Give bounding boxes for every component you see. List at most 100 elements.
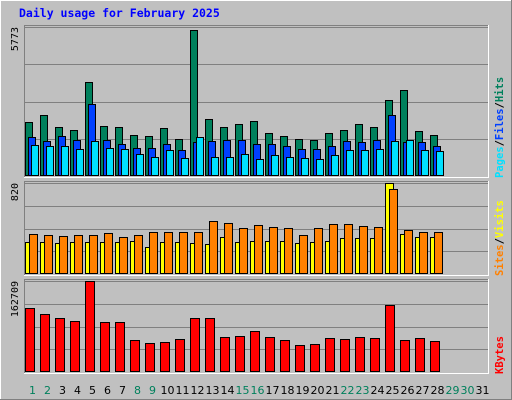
bar-sites-day-18 [284,228,293,274]
bar-sites-day-3 [59,236,68,274]
day-label-18: 18 [281,384,295,397]
bar-kbytes-day-15 [235,336,245,372]
day-label-15: 15 [236,384,250,397]
bar-sites-day-20 [314,228,323,274]
bar-pages-day-18 [286,157,294,176]
bar-pages-day-17 [271,155,279,176]
bar-sites-day-7 [119,237,128,274]
legend-kbytes: KBytes [494,336,506,374]
bar-pages-day-27 [421,150,429,176]
bar-pages-day-14 [226,157,234,176]
bar-sites-day-28 [434,232,443,274]
legend-sites: Sites [494,244,506,276]
bar-pages-day-8 [136,154,144,176]
bar-sites-day-6 [104,233,113,274]
panel-visits-sites-legend: Sites/Visits [494,200,506,276]
day-label-13: 13 [206,384,220,397]
bar-pages-day-1 [31,145,39,176]
panel-kbytes-ymax-label: 162709 [10,281,21,317]
day-label-20: 20 [311,384,325,397]
bar-pages-day-26 [406,140,414,176]
panel-hits-files-pages-legend: Pages/Files/Hits [494,77,506,178]
panel-visits-sites-ymax-label: 820 [10,183,21,201]
bar-kbytes-day-18 [280,340,290,372]
day-label-7: 7 [119,384,126,397]
day-label-30: 30 [461,384,475,397]
bar-kbytes-day-9 [145,343,155,372]
day-label-25: 25 [386,384,400,397]
bar-kbytes-day-20 [310,344,320,372]
bar-kbytes-day-21 [325,338,335,372]
bar-sites-day-23 [359,226,368,274]
bar-kbytes-day-11 [175,339,185,372]
legend-files: Files [494,108,506,140]
bar-pages-day-3 [61,146,69,176]
day-label-23: 23 [356,384,370,397]
legend-separator: / [494,238,506,244]
legend-pages: Pages [494,146,506,178]
bar-pages-day-13 [211,157,219,176]
day-label-31: 31 [476,384,490,397]
bar-sites-day-26 [404,230,413,274]
day-label-9: 9 [149,384,156,397]
bar-kbytes-day-1 [25,308,35,372]
bar-kbytes-day-23 [355,337,365,372]
bar-sites-day-16 [254,225,263,274]
bar-sites-day-9 [149,232,158,274]
day-label-21: 21 [326,384,340,397]
bar-pages-day-22 [346,150,354,176]
day-label-1: 1 [29,384,36,397]
bar-kbytes-day-8 [130,340,140,372]
day-label-8: 8 [134,384,141,397]
bar-sites-day-17 [269,227,278,274]
bar-sites-day-22 [344,224,353,274]
day-label-6: 6 [104,384,111,397]
bar-kbytes-day-25 [385,305,395,372]
bar-kbytes-day-3 [55,318,65,372]
legend-visits: Visits [494,200,506,238]
bar-kbytes-day-4 [70,321,80,372]
bar-kbytes-day-5 [85,281,95,372]
bar-pages-day-20 [316,159,324,176]
day-label-10: 10 [161,384,175,397]
day-label-14: 14 [221,384,235,397]
day-label-28: 28 [431,384,445,397]
legend-separator: / [494,102,506,108]
bar-sites-day-11 [179,232,188,274]
bar-kbytes-day-12 [190,318,200,372]
bar-sites-day-24 [374,227,383,274]
bar-kbytes-day-24 [370,338,380,372]
legend-separator: / [494,140,506,146]
day-label-22: 22 [341,384,355,397]
bar-pages-day-19 [301,158,309,176]
bar-sites-day-13 [209,221,218,274]
bar-pages-day-25 [391,141,399,176]
bar-sites-day-2 [44,235,53,274]
bar-pages-day-7 [121,149,129,176]
day-label-2: 2 [44,384,51,397]
panel-kbytes-legend: KBytes [494,336,506,374]
bar-pages-day-16 [256,159,264,176]
bar-sites-day-15 [239,228,248,274]
legend-hits: Hits [494,77,506,102]
bar-sites-day-21 [329,224,338,274]
bar-kbytes-day-13 [205,318,215,372]
bar-pages-day-6 [106,148,114,176]
bar-sites-day-1 [29,234,38,274]
chart-title: Daily usage for February 2025 [19,6,220,20]
bar-kbytes-day-27 [415,338,425,372]
day-label-19: 19 [296,384,310,397]
day-label-11: 11 [176,384,190,397]
bar-pages-day-2 [46,146,54,176]
bar-sites-day-8 [134,235,143,274]
bar-pages-day-12 [196,137,204,176]
bar-pages-day-5 [91,141,99,176]
bar-pages-day-28 [436,151,444,176]
day-label-12: 12 [191,384,205,397]
day-label-16: 16 [251,384,265,397]
bar-sites-day-14 [224,223,233,274]
bar-sites-day-5 [89,235,98,274]
day-label-27: 27 [416,384,430,397]
